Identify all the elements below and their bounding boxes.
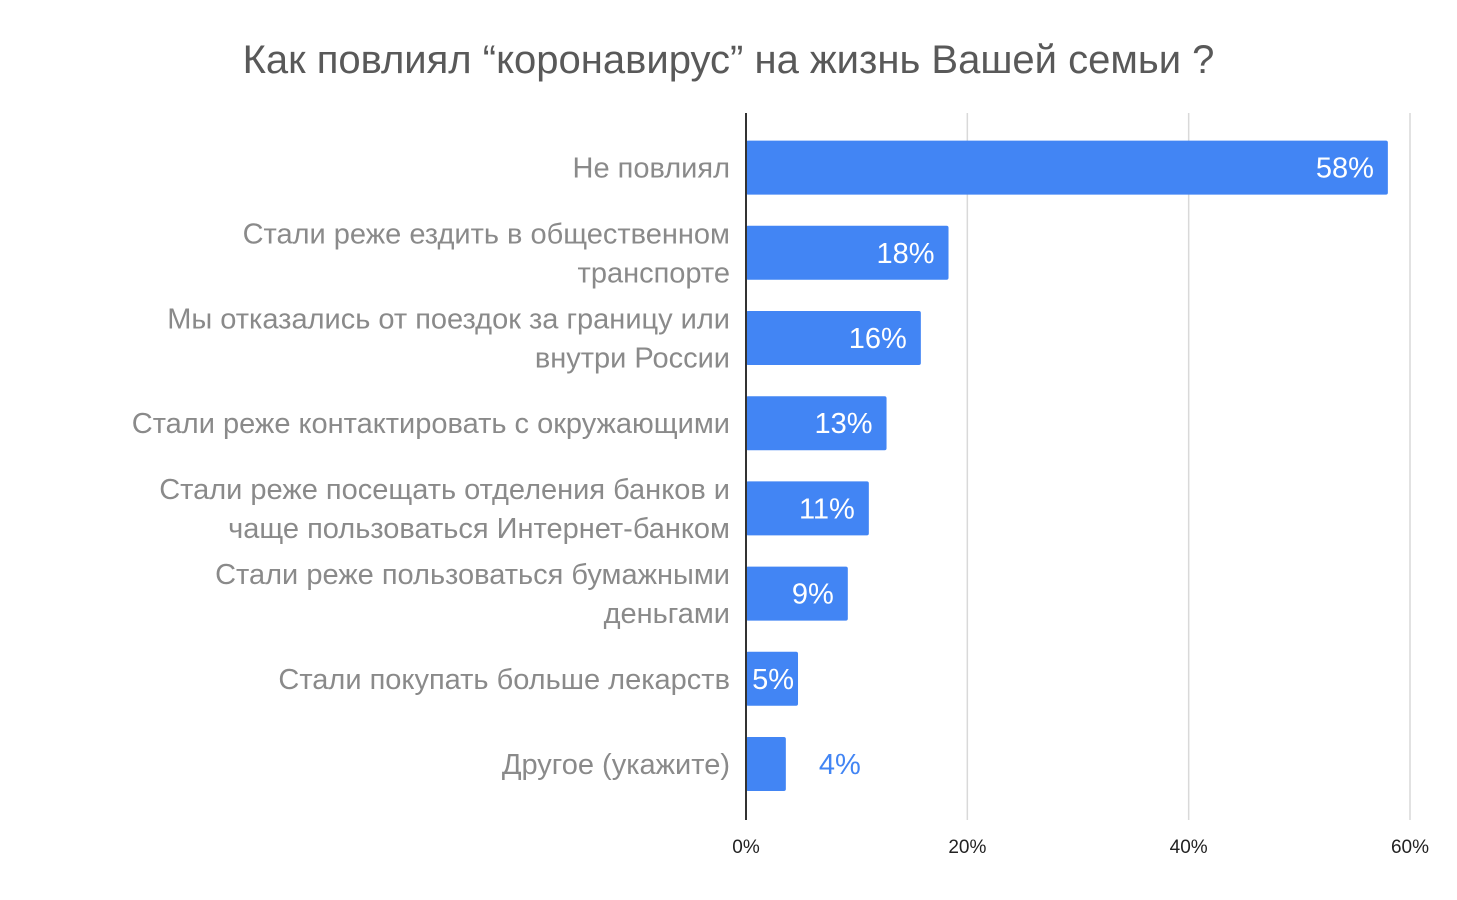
category-label: Стали покупать больше лекарств <box>278 664 730 696</box>
bar <box>746 311 921 365</box>
bar <box>746 396 887 451</box>
bars <box>746 140 1388 791</box>
category-label: Стали реже пользоваться бумажными <box>215 559 730 591</box>
category-label: транспорте <box>578 257 730 289</box>
bar <box>746 566 848 621</box>
labels: 0% 20% 40% 60% 58% Не повлиял 18% Стали реже ез… <box>132 153 1429 858</box>
category-label: Другое (укажите) <box>502 749 730 781</box>
data-label: 58% <box>1316 153 1374 185</box>
category-label: Стали реже контактировать с окружающими <box>132 408 730 440</box>
bar <box>746 651 799 706</box>
x-tick-label: 0% <box>732 837 760 858</box>
bar <box>746 225 949 280</box>
bar <box>746 140 1388 195</box>
x-tick-label: 40% <box>1170 837 1208 858</box>
data-label: 16% <box>849 323 907 355</box>
bar <box>746 737 786 791</box>
data-label: 5% <box>752 664 794 696</box>
x-tick-label: 20% <box>948 837 986 858</box>
category-label: Не повлиял <box>573 153 730 185</box>
category-label: чаще пользоваться Интернет-банком <box>228 513 730 545</box>
category-label: внутри России <box>535 343 730 375</box>
data-label: 11% <box>799 493 855 525</box>
data-label: 13% <box>814 408 872 440</box>
x-tick-label: 60% <box>1391 837 1429 858</box>
category-label: Стали реже посещать отделения банков и <box>159 474 730 506</box>
data-label: 9% <box>792 579 834 611</box>
category-label: Стали реже ездить в общественном <box>243 218 730 250</box>
gridlines <box>966 113 1411 820</box>
chart-title: Как повлиял “коронавирус” на жизнь Вашей… <box>242 38 1215 82</box>
data-label: 4% <box>819 749 861 781</box>
data-label: 18% <box>876 238 934 270</box>
category-label: деньгами <box>604 598 730 630</box>
category-label: Мы отказались от поездок за границу или <box>167 304 730 336</box>
bar <box>746 481 869 536</box>
